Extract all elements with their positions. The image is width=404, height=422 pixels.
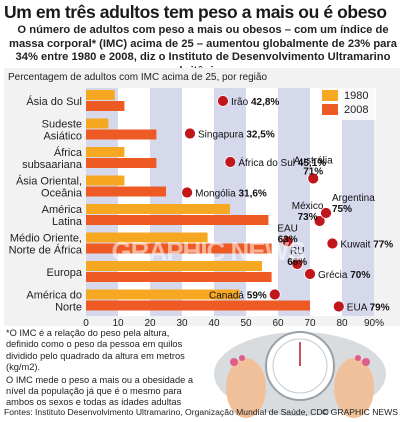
bar-1980 [86, 232, 208, 243]
country-label: México 73% [292, 201, 324, 223]
bar-1980 [86, 204, 230, 214]
country-label: Singapura 32,5% [198, 130, 275, 141]
note-line: O IMC mede o peso a mais ou a obesidade … [6, 374, 194, 408]
country-points: Irão 42,8% Singapura 32,5% África do Sul 4… [181, 95, 393, 314]
bar-2008 [86, 129, 157, 140]
x-tick-label: 80 [336, 318, 348, 329]
country-dot [304, 268, 316, 280]
x-tick-label: 10 [112, 318, 124, 329]
bar-1980 [86, 175, 125, 186]
x-tick-label: 60 [272, 318, 284, 329]
category-label: Ásia do Sul [26, 95, 82, 108]
source-text: Fontes: Instituto Desenvolvimento Ultram… [4, 407, 329, 417]
bar-2008 [86, 272, 272, 282]
country-label: EUA 79% [347, 303, 390, 314]
x-tick-label: 30 [176, 318, 188, 329]
category-label: Médio Oriente, Norte de África [9, 233, 83, 257]
note-line: *O IMC é a relação do peso pela altura, … [6, 328, 185, 373]
bar-2008 [86, 186, 166, 197]
legend-swatch [322, 104, 338, 115]
x-tick-label: 90% [364, 318, 384, 329]
country-label: Irão 42,8% [231, 97, 279, 108]
country-dot [313, 215, 326, 227]
credit-text: © GRAPHIC NEWS [321, 407, 398, 417]
grid-band [310, 88, 342, 316]
country-dot [281, 235, 294, 248]
bar-1980 [86, 289, 240, 300]
category-label: América Latina [42, 204, 83, 228]
category-label: Ásia Oriental, Oceânia [16, 175, 83, 200]
country-label: EAU 63% [277, 224, 298, 246]
category-label: Europa [47, 267, 83, 279]
bar-2008 [86, 243, 272, 254]
x-tick-label: 40 [208, 318, 220, 329]
category-label: América do Norte [26, 290, 82, 314]
legend-label: 2008 [344, 104, 368, 116]
country-dot [332, 300, 345, 313]
bar-2008 [86, 158, 157, 168]
scale-illustration [214, 331, 386, 418]
legend-label: 1980 [344, 90, 368, 102]
x-tick-labels: 0 10 20 30 40 50 60 70 80 90% [83, 318, 384, 329]
page-subtitle: O número de adultos com peso a mais ou o… [9, 24, 397, 77]
country-dot [326, 237, 339, 250]
country-label: Grécia 70% [318, 270, 370, 281]
country-dot [291, 258, 304, 270]
country-dot [307, 172, 320, 185]
bar-2008 [86, 101, 125, 111]
country-label: Argentina 75% [332, 193, 375, 215]
grid-band [278, 88, 310, 316]
category-labels: Ásia do Sul Sudeste Asiático África subsaari… [9, 95, 83, 314]
country-label: Kuwait 77% [340, 240, 393, 251]
bar-1980 [86, 90, 115, 100]
grid-band [342, 88, 374, 316]
country-label: RU 66% [287, 246, 307, 268]
x-tick-label: 70 [304, 318, 316, 329]
page-title: Um em três adultos tem peso a mais ou é … [4, 2, 387, 22]
country-label: Austrália 71% [294, 156, 333, 178]
country-label: Mongólia 31,6% [195, 189, 267, 200]
x-tick-label: 20 [144, 318, 156, 329]
bar-1980 [86, 261, 262, 271]
country-dot [320, 207, 332, 219]
chart-bars [86, 90, 310, 311]
watermark: GRAPHIC NEWS [111, 236, 305, 266]
bar-2008 [86, 300, 310, 311]
bar-2008 [86, 215, 269, 225]
chart-ylabel: Percentagem de adultos com IMC acima de … [8, 72, 267, 83]
chart-legend: 1980 2008 [320, 88, 376, 120]
country-dot [184, 127, 196, 140]
country-dot [268, 288, 281, 301]
imc-note: *O IMC é a relação do peso pela altura, … [6, 328, 202, 410]
country-label: África do Sul 45,1% [238, 156, 326, 169]
category-label: Sudeste Asiático [42, 119, 82, 143]
bar-1980 [86, 147, 125, 157]
category-label: África subsaariana [22, 146, 83, 171]
country-dot [224, 156, 237, 168]
legend-swatch [322, 90, 338, 101]
country-label: Canadá 59% [209, 291, 267, 302]
x-tick-label: 0 [83, 318, 89, 329]
x-tick-label: 50 [240, 318, 252, 329]
bar-1980 [86, 118, 109, 129]
country-dot [217, 95, 229, 107]
country-dot [181, 186, 194, 199]
